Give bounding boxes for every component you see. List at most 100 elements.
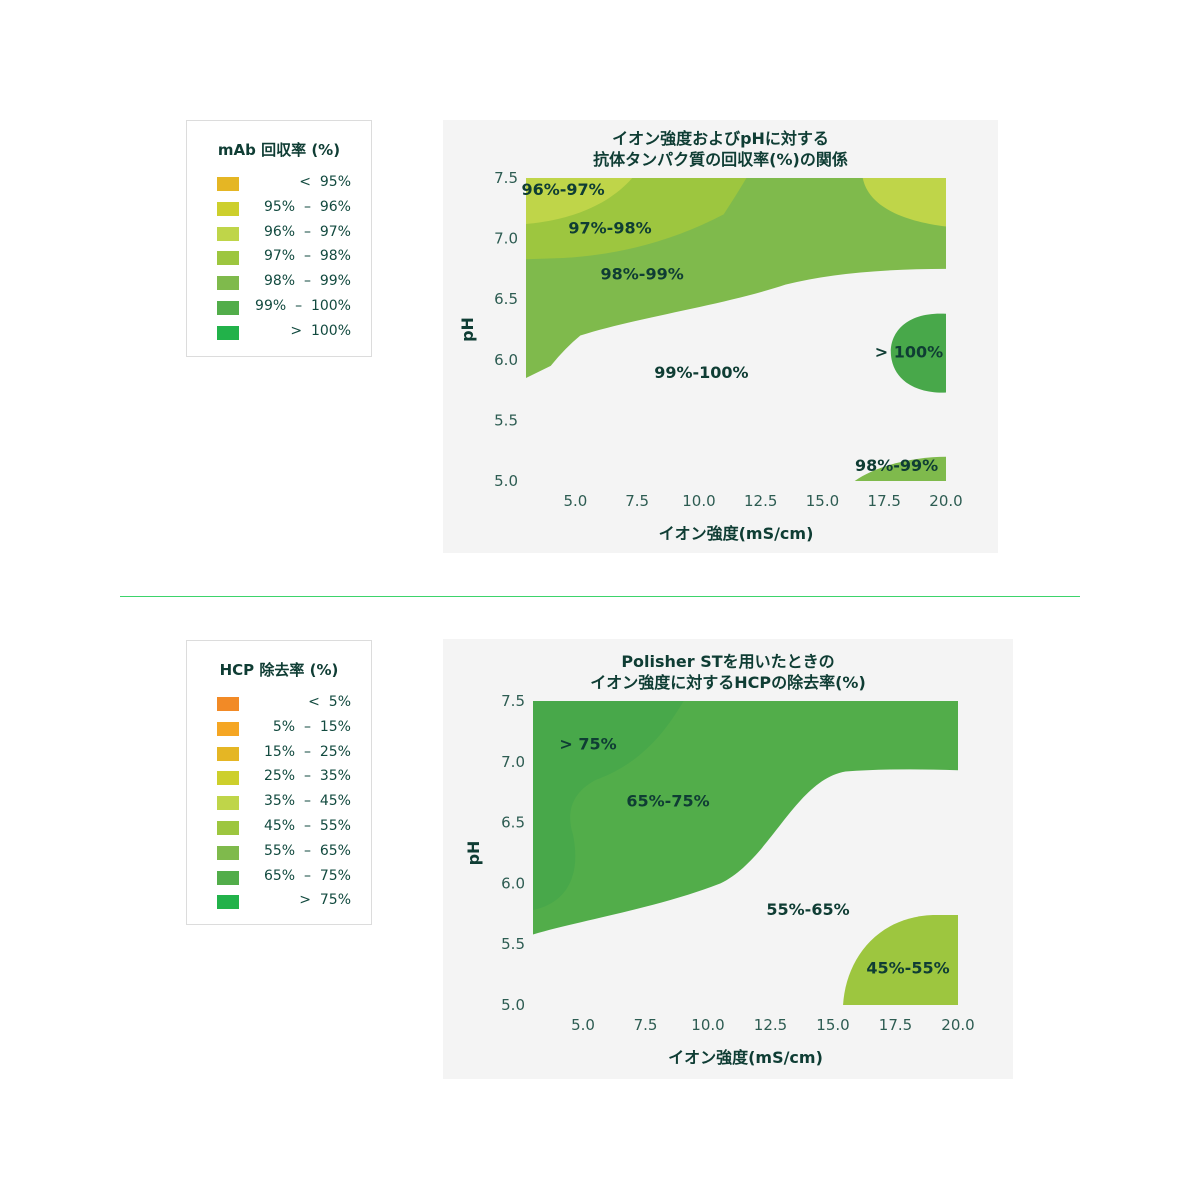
y-tick-label: 6.5 xyxy=(501,814,525,832)
region-96-97-topright xyxy=(862,178,946,227)
legend-item: 65% – 75% xyxy=(187,866,371,891)
legend-item: 25% – 35% xyxy=(187,766,371,791)
region-label: 65%-75% xyxy=(626,792,709,811)
region-label: > 100% xyxy=(875,342,943,361)
legend-label: 55% – 65% xyxy=(263,842,351,859)
legend-label: 95% – 96% xyxy=(263,198,351,215)
legend-label: 45% – 55% xyxy=(263,817,351,834)
legend-title: mAb 回収率 (%) xyxy=(217,141,341,159)
legend-swatch xyxy=(217,226,239,241)
x-tick-label: 10.0 xyxy=(691,1016,724,1034)
chart-title: イオン強度およびpHに対する 抗体タンパク質の回収率(%)の関係 xyxy=(443,128,998,170)
y-tick-label: 7.0 xyxy=(494,230,518,248)
region-label: > 75% xyxy=(559,735,616,754)
legend-label: > 100% xyxy=(290,322,351,339)
legend-item: 98% – 99% xyxy=(187,271,371,296)
x-tick-label: 17.5 xyxy=(879,1016,912,1034)
contour-regions xyxy=(533,701,958,1005)
chart-title-line2: イオン強度に対するHCPの除去率(%) xyxy=(590,673,866,692)
chart-title: Polisher STを用いたときの イオン強度に対するHCPの除去率(%) xyxy=(443,651,1013,693)
x-tick-label: 7.5 xyxy=(625,492,649,510)
legend-label: 99% – 100% xyxy=(255,297,351,314)
legend-swatch xyxy=(217,870,239,885)
y-tick-label: 5.0 xyxy=(494,472,518,490)
legend-item: 55% – 65% xyxy=(187,841,371,866)
y-tick-label: 7.5 xyxy=(494,169,518,187)
chart-title-line2: 抗体タンパク質の回収率(%)の関係 xyxy=(593,150,848,169)
contour-chart-hcp: 5.0 7.5 10.0 12.5 15.0 17.5 20.0 5.0 5.5 6.0 6.5 7.… xyxy=(464,692,975,1067)
legend-label: 15% – 25% xyxy=(263,743,351,760)
legend-item: 15% – 25% xyxy=(187,742,371,767)
legend-swatch xyxy=(217,276,239,291)
x-tick-label: 10.0 xyxy=(682,492,715,510)
region-label: 98%-99% xyxy=(601,265,684,284)
legend-label: < 95% xyxy=(299,174,351,190)
region-label: 55%-65% xyxy=(766,900,849,919)
legend-label: 98% – 99% xyxy=(263,273,351,290)
y-tick-label: 5.5 xyxy=(501,935,525,953)
region-label: 96%-97% xyxy=(521,180,604,199)
legend-title: HCP 除去率 (%) xyxy=(219,661,339,679)
legend-label: > 75% xyxy=(299,892,351,909)
y-tick-label: 5.5 xyxy=(494,411,518,429)
legend-label: 35% – 45% xyxy=(263,793,351,810)
region-96-97 xyxy=(526,178,633,225)
y-tick-label: 7.5 xyxy=(501,692,525,710)
legend-label: < 5% xyxy=(308,694,351,710)
legend-label: 97% – 98% xyxy=(263,248,351,265)
legend-item: 45% – 55% xyxy=(187,816,371,841)
legend-item: 96% – 97% xyxy=(187,222,371,247)
legend-swatch xyxy=(217,697,239,711)
legend-swatch xyxy=(217,201,239,216)
contour-regions xyxy=(526,178,946,481)
legend-item: > 75% xyxy=(187,890,371,915)
legend-swatch xyxy=(217,845,239,860)
x-axis-label: イオン強度(mS/cm) xyxy=(668,1048,823,1067)
legend-label: 96% – 97% xyxy=(263,223,351,240)
legend-item: 99% – 100% xyxy=(187,296,371,321)
y-tick-label: 5.0 xyxy=(501,996,525,1014)
legend-label: 25% – 35% xyxy=(263,768,351,785)
x-tick-label: 7.5 xyxy=(634,1016,658,1034)
region-label: 97%-98% xyxy=(568,219,651,238)
contour-chart-mab: 5.0 7.5 10.0 12.5 15.0 17.5 20.0 5.0 5.5 6.0 6.5 7.… xyxy=(458,169,963,543)
legend-item: 97% – 98% xyxy=(187,246,371,271)
x-tick-label: 5.0 xyxy=(571,1016,595,1034)
region-45-55 xyxy=(843,915,958,1005)
x-tick-label: 5.0 xyxy=(563,492,587,510)
legend-swatch xyxy=(217,746,239,761)
x-axis-label: イオン強度(mS/cm) xyxy=(659,524,814,543)
legend-swatch xyxy=(217,300,239,315)
region-label: 98%-99% xyxy=(855,456,938,475)
y-tick-label: 6.5 xyxy=(494,290,518,308)
legend-swatch xyxy=(217,325,239,340)
region-over-75 xyxy=(533,701,684,911)
x-tick-label: 12.5 xyxy=(754,1016,787,1034)
region-65-75 xyxy=(533,701,958,935)
legend-swatch xyxy=(217,820,239,835)
chart-title-line1: Polisher STを用いたときの xyxy=(621,652,835,671)
chart-panel-hcp-removal: Polisher STを用いたときの イオン強度に対するHCPの除去率(%) 5… xyxy=(443,639,1013,1079)
legend-swatch xyxy=(217,771,239,786)
legend-swatch xyxy=(217,721,239,736)
x-tick-label: 20.0 xyxy=(941,1016,974,1034)
legend-swatch xyxy=(217,796,239,811)
chart-panel-mab-recovery: イオン強度およびpHに対する 抗体タンパク質の回収率(%)の関係 5.0 7.5 1… xyxy=(443,120,998,553)
legend-item: 35% – 45% xyxy=(187,791,371,816)
y-tick-label: 7.0 xyxy=(501,753,525,771)
legend-item: < 5% xyxy=(187,692,371,717)
legend-swatch xyxy=(217,895,239,910)
y-tick-label: 6.0 xyxy=(494,351,518,369)
legend-label: 5% – 15% xyxy=(272,718,351,735)
y-tick-label: 6.0 xyxy=(501,874,525,892)
y-axis-label: pH xyxy=(458,317,477,342)
chart-title-line1: イオン強度およびpHに対する xyxy=(612,129,829,148)
legend-label: 65% – 75% xyxy=(263,867,351,884)
legend-item: 95% – 96% xyxy=(187,197,371,222)
legend-item: > 100% xyxy=(187,321,371,346)
x-tick-label: 12.5 xyxy=(744,492,777,510)
legend-item: < 95% xyxy=(187,172,371,197)
x-tick-label: 20.0 xyxy=(929,492,962,510)
region-label: 99%-100% xyxy=(654,363,748,382)
x-tick-label: 15.0 xyxy=(816,1016,849,1034)
